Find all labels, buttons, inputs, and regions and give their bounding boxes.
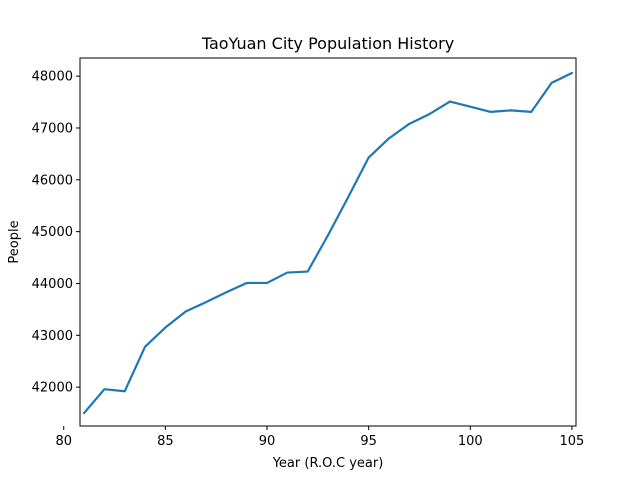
x-tick-label: 105 [560, 434, 585, 449]
x-tick-label: 85 [157, 434, 174, 449]
y-tick-label: 43000 [32, 329, 73, 344]
x-axis-title: Year (R.O.C year) [272, 456, 384, 471]
plot-frame [79, 57, 577, 427]
x-tick-label: 100 [458, 434, 483, 449]
y-axis-title: People [7, 220, 22, 263]
x-tick-label: 95 [360, 434, 377, 449]
y-tick-label: 44000 [32, 277, 73, 292]
chart-title: TaoYuan City Population History [201, 34, 454, 53]
y-tick-label: 42000 [32, 381, 73, 396]
x-axis: 80 85 90 95 100 105 [55, 426, 584, 449]
x-tick-label: 80 [55, 434, 72, 449]
y-tick-label: 46000 [32, 173, 73, 188]
x-tick-label: 90 [259, 434, 276, 449]
y-axis: 42000 43000 44000 45000 46000 47000 48000 [32, 70, 80, 396]
y-tick-label: 48000 [32, 70, 73, 85]
y-tick-label: 47000 [32, 121, 73, 136]
series-line-0 [82, 71, 574, 415]
y-tick-label: 45000 [32, 225, 73, 240]
series-layer [82, 71, 574, 415]
